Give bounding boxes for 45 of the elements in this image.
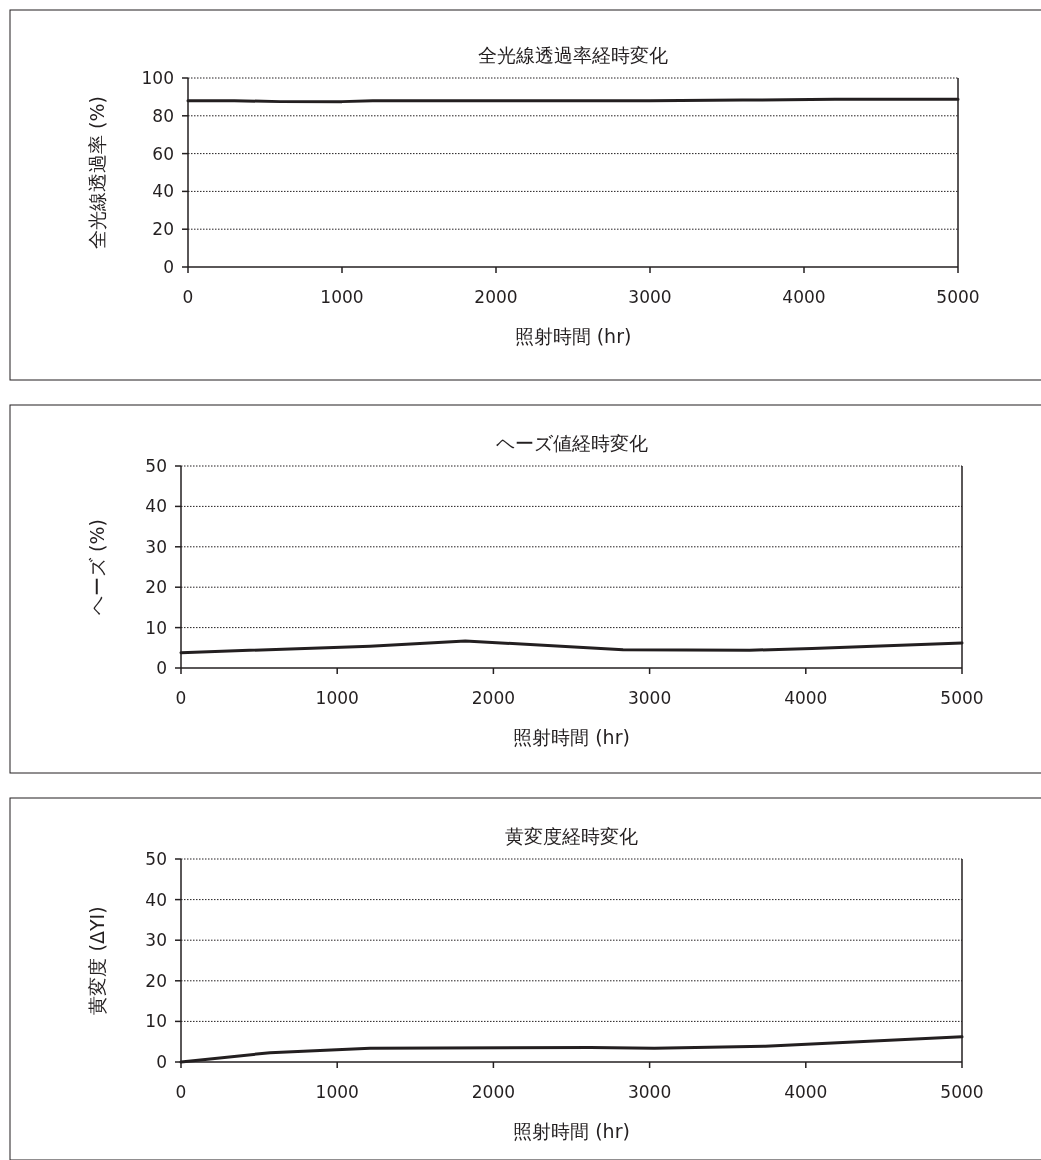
x-tick-label: 4000: [782, 287, 826, 307]
y-tick-label: 30: [145, 536, 167, 557]
y-tick-label: 40: [145, 889, 167, 910]
x-tick-label: 3000: [627, 1082, 672, 1102]
x-tick-label: 5000: [936, 287, 980, 307]
x-tick-label: 1000: [320, 287, 364, 307]
y-tick-label: 50: [145, 849, 167, 869]
y-tick-label: 60: [152, 143, 174, 164]
chart-title: ヘーズ値経時変化: [495, 432, 648, 454]
y-tick-label: 0: [156, 1052, 167, 1072]
x-tick-label: 4000: [784, 688, 828, 708]
x-tick-label: 2000: [471, 688, 516, 708]
chart-title: 黄変度経時変化: [505, 825, 638, 847]
y-tick-label: 20: [145, 577, 167, 598]
x-axis-title: 照射時間 (hr): [514, 325, 632, 347]
y-tick-label: 10: [145, 617, 167, 638]
x-tick-label: 0: [175, 688, 187, 708]
y-tick-label: 40: [152, 181, 174, 202]
y-tick-label: 50: [145, 456, 167, 476]
chart-title: 全光線透過率経時変化: [478, 44, 668, 66]
y-tick-label: 0: [156, 658, 167, 678]
y-tick-label: 30: [145, 930, 167, 951]
y-tick-label: 80: [152, 105, 174, 126]
x-tick-label: 1000: [315, 1082, 359, 1102]
y-tick-label: 40: [145, 496, 167, 517]
x-tick-label: 2000: [471, 1082, 516, 1102]
y-tick-label: 0: [163, 257, 174, 277]
x-tick-label: 4000: [784, 1082, 828, 1102]
x-tick-label: 3000: [628, 287, 672, 307]
y-tick-label: 20: [145, 970, 167, 991]
x-tick-label: 5000: [940, 688, 984, 708]
y-tick-label: 20: [152, 219, 174, 240]
x-tick-label: 5000: [940, 1082, 984, 1102]
x-tick-label: 3000: [627, 688, 672, 708]
x-tick-label: 0: [182, 287, 194, 307]
x-tick-label: 0: [175, 1082, 187, 1102]
x-axis-title: 照射時間 (hr): [513, 1120, 630, 1142]
x-axis-title: 照射時間 (hr): [513, 726, 630, 748]
y-axis-title: ヘーズ (%): [86, 519, 108, 615]
y-axis-title: 全光線透過率 (%): [86, 96, 108, 249]
y-tick-label: 10: [145, 1011, 167, 1032]
y-axis-title: 黄変度 (ΔYI): [86, 906, 108, 1015]
y-tick-label: 100: [141, 68, 174, 88]
x-tick-label: 2000: [474, 287, 518, 307]
x-tick-label: 1000: [315, 688, 359, 708]
